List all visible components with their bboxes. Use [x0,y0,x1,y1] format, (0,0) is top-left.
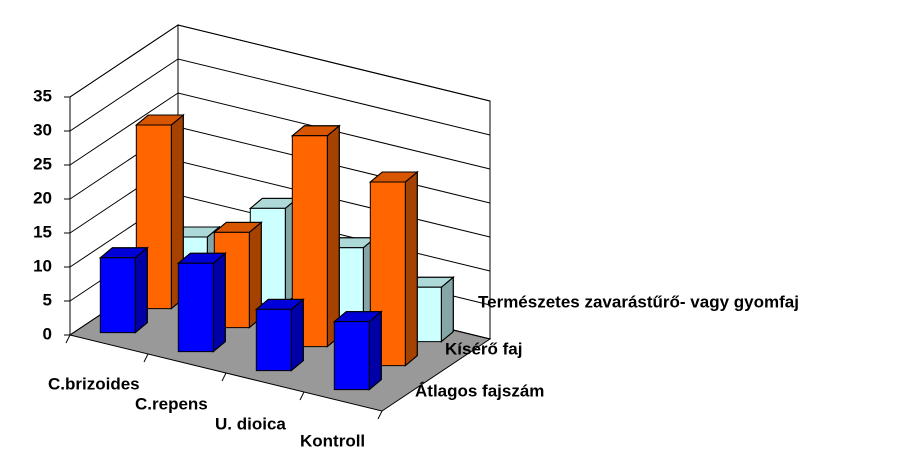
bar-front [291,135,328,348]
bar-front [333,321,370,391]
y-tick-label: 5 [43,290,52,309]
x-tick [221,372,227,382]
series-label: Átlagos fajszám [415,381,544,400]
bar-front [99,257,136,334]
x-tick-label: Kontroll [300,431,365,450]
bar [332,310,383,391]
bar [176,252,227,353]
series-label: Kísérő faj [445,339,522,358]
bar-side-shade [290,298,304,372]
bar-side-shade [326,124,340,348]
bar [254,298,305,372]
bar-side-shade [440,276,454,343]
y-tick-label: 10 [33,256,52,275]
grid-line [69,92,491,170]
bar [134,113,185,310]
bar-side-shade [404,170,418,367]
bar-front [177,262,214,353]
bar [290,124,341,348]
y-tick-label: 30 [33,120,52,139]
y-tick-label: 35 [33,86,52,105]
bar-side-shade [212,252,226,353]
x-tick-label: U. dioica [215,414,286,433]
grid-line [69,58,491,136]
bar-front [255,308,292,372]
x-tick-label: C.brizoides [48,374,140,393]
y-tick-label: 0 [43,324,52,343]
bar-side-shade [134,246,148,334]
y-tick-label: 20 [33,188,52,207]
x-tick [299,391,305,401]
y-tick-label: 15 [33,222,52,241]
x-tick [377,410,383,420]
x-tick [143,353,149,363]
x-tick-label: C.repens [135,394,208,413]
bar-side-shade [368,310,382,391]
y-tick-label: 25 [33,154,52,173]
series-label: Természetes zavarástűrő- vagy gyomfaj [478,292,799,311]
grid-line [69,24,491,102]
bar [98,246,149,334]
x-tick [65,334,71,344]
